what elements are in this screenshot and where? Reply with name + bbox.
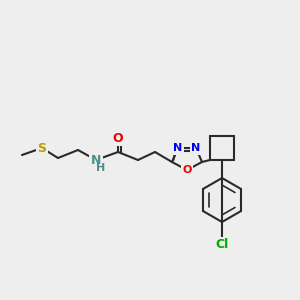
Text: S: S [38,142,46,154]
Text: O: O [182,165,192,175]
Text: Cl: Cl [215,238,229,251]
Text: N: N [91,154,101,166]
Text: N: N [173,143,183,153]
Text: H: H [96,163,106,173]
Text: O: O [113,131,123,145]
Text: N: N [191,143,201,153]
